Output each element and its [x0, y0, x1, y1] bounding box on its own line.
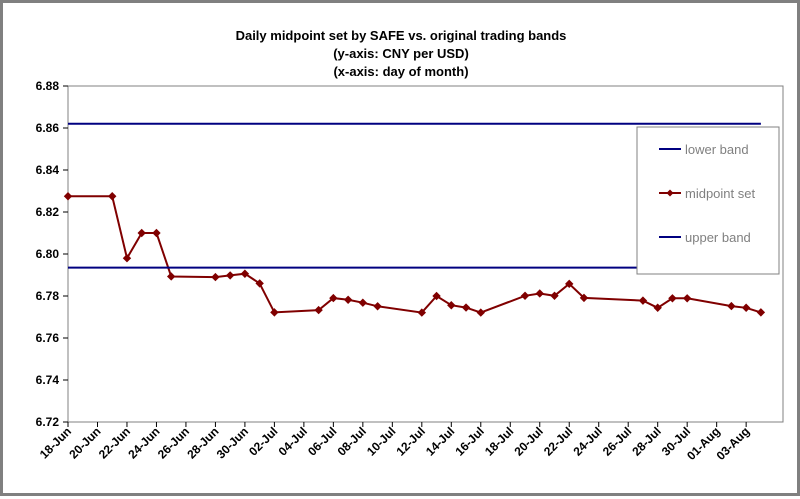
- line-chart: Daily midpoint set by SAFE vs. original …: [36, 28, 784, 463]
- x-tick-label: 18-Jul: [482, 424, 516, 458]
- x-tick-label: 04-Jul: [276, 424, 310, 458]
- data-point: [653, 303, 662, 312]
- y-tick-label: 6.80: [36, 247, 60, 261]
- chart-title-line-3: (x-axis: day of month): [333, 64, 468, 79]
- y-tick-label: 6.86: [36, 121, 60, 135]
- x-tick-label: 28-Jul: [629, 424, 663, 458]
- data-point: [358, 298, 368, 307]
- data-point: [668, 294, 677, 303]
- data-point: [756, 308, 766, 317]
- data-point: [108, 192, 117, 201]
- data-point: [741, 303, 751, 312]
- data-point: [314, 305, 323, 315]
- data-point: [137, 228, 146, 238]
- data-point: [565, 279, 574, 289]
- x-tick-label: 18-Jun: [37, 424, 74, 461]
- x-tick-label: 26-Jul: [600, 424, 634, 458]
- x-tick-label: 26-Jun: [155, 424, 192, 461]
- x-tick-label: 02-Jul: [246, 424, 280, 458]
- legend: lower band midpoint set upper band: [636, 126, 780, 275]
- data-point: [63, 192, 73, 201]
- data-point: [122, 253, 132, 263]
- x-tick-label: 14-Jul: [423, 424, 457, 458]
- data-point: [152, 228, 161, 238]
- x-tick-label: 30-Jun: [214, 424, 251, 461]
- data-point: [270, 308, 279, 317]
- y-tick-label: 6.74: [36, 373, 60, 387]
- x-tick-label: 16-Jul: [452, 424, 486, 458]
- data-point: [579, 293, 589, 303]
- data-point: [638, 296, 648, 305]
- y-tick-label: 6.88: [36, 79, 60, 93]
- legend-label-midpoint-set: midpoint set: [685, 186, 755, 201]
- y-tick-label: 6.82: [36, 205, 60, 219]
- data-point: [682, 294, 692, 303]
- x-tick-label: 08-Jul: [335, 424, 369, 458]
- x-tick-label: 10-Jul: [364, 424, 398, 458]
- data-point: [727, 301, 736, 311]
- data-point: [417, 308, 427, 317]
- data-point: [343, 295, 353, 304]
- y-tick-label: 6.72: [36, 415, 60, 429]
- data-point: [329, 293, 338, 303]
- x-tick-label: 03-Aug: [714, 424, 753, 463]
- data-point: [225, 271, 235, 280]
- y-tick-label: 6.84: [36, 163, 60, 177]
- data-point: [255, 279, 264, 288]
- data-point: [211, 272, 220, 282]
- x-tick-label: 12-Jul: [394, 424, 428, 458]
- data-point: [447, 301, 456, 310]
- x-tick-label: 24-Jun: [125, 424, 162, 461]
- x-tick-label: 28-Jun: [184, 424, 221, 461]
- x-tick-label: 24-Jul: [570, 424, 604, 458]
- x-tick-label: 06-Jul: [305, 424, 339, 458]
- legend-marker-midpoint-set: [666, 189, 674, 197]
- data-point: [373, 302, 382, 311]
- chart-title-line-2: (y-axis: CNY per USD): [333, 46, 469, 61]
- data-point: [166, 272, 176, 281]
- chart-title: Daily midpoint set by SAFE vs. original …: [236, 28, 567, 79]
- data-point: [476, 308, 485, 317]
- legend-box: [636, 126, 780, 275]
- series-midpoint-set: [63, 192, 766, 317]
- x-tick-label: 20-Jul: [511, 424, 545, 458]
- chart-title-line-1: Daily midpoint set by SAFE vs. original …: [236, 28, 567, 43]
- data-point: [550, 291, 559, 300]
- data-point: [520, 291, 530, 300]
- data-point: [535, 289, 544, 298]
- data-point: [240, 269, 250, 278]
- x-tick-label: 22-Jun: [96, 424, 133, 461]
- y-tick-label: 6.78: [36, 289, 60, 303]
- data-point: [461, 303, 471, 312]
- data-point: [432, 291, 441, 301]
- legend-label-lower-band: lower band: [685, 142, 749, 157]
- x-tick-label: 20-Jun: [66, 424, 103, 461]
- x-tick-label: 22-Jul: [541, 424, 575, 458]
- legend-label-upper-band: upper band: [685, 230, 751, 245]
- y-tick-label: 6.76: [36, 331, 60, 345]
